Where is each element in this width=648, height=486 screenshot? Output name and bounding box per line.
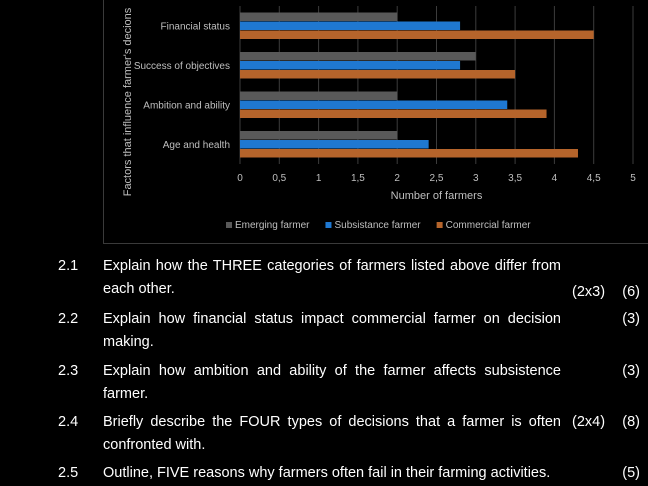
- x-tick-label: 2,5: [430, 173, 444, 184]
- legend-swatch: [436, 222, 443, 228]
- question-text: Outline, FIVE reasons why farmers often …: [103, 465, 551, 481]
- bar: [240, 21, 461, 30]
- question-text: Explain how financial status impact comm…: [103, 311, 561, 350]
- question-total-marks: (3): [622, 311, 640, 327]
- y-category-label: Age and health: [163, 140, 230, 151]
- question-number: 2.2: [58, 311, 79, 327]
- question-text: Explain how ambition and ability of the …: [103, 363, 561, 402]
- x-tick-label: 0,5: [272, 173, 286, 184]
- bar: [240, 131, 398, 140]
- y-category-label: Success of objectives: [134, 61, 230, 72]
- x-tick-label: 3,5: [508, 173, 522, 184]
- legend-label: Subsistance farmer: [334, 220, 421, 231]
- bar: [240, 91, 398, 100]
- bar: [240, 100, 508, 109]
- legend-label: Emerging farmer: [235, 220, 310, 231]
- y-category-label: Financial status: [161, 21, 230, 32]
- question-total-marks: (8): [622, 414, 640, 430]
- bar: [240, 70, 516, 79]
- x-tick-label: 3: [473, 173, 479, 184]
- y-axis-title: Factors that influence farmer's decions: [122, 7, 134, 196]
- x-tick-label: 1,5: [351, 173, 365, 184]
- bar: [240, 149, 578, 158]
- legend-swatch: [325, 222, 332, 228]
- question-text: Explain how the THREE categories of farm…: [103, 258, 561, 297]
- bar-chart: 0 0,5 1 1,5 2 2,5 3 3,5 4 4,5 5 Financial status Suc…: [122, 6, 636, 231]
- x-tick-label: 2: [394, 173, 400, 184]
- x-tick-label: 1: [316, 173, 322, 184]
- question-text: Briefly describe the FOUR types of decis…: [103, 414, 561, 453]
- bar: [240, 61, 461, 70]
- x-tick-label: 4: [552, 173, 558, 184]
- y-category-label: Ambition and ability: [143, 100, 230, 111]
- x-tick-label: 5: [630, 173, 636, 184]
- x-tick-label: 4,5: [587, 173, 601, 184]
- bar: [240, 12, 398, 21]
- question-total-marks: (3): [622, 363, 640, 379]
- chart-area: 0 0,5 1 1,5 2 2,5 3 3,5 4 4,5 5 Financial status Suc…: [103, 0, 648, 244]
- question-number: 2.1: [58, 258, 79, 274]
- legend-swatch: [226, 222, 232, 228]
- bar: [240, 52, 476, 61]
- x-axis-title: Number of farmers: [391, 190, 483, 202]
- legend-label: Commercial farmer: [446, 220, 532, 231]
- x-tick-label: 0: [237, 173, 243, 184]
- question-total-marks: (6): [622, 284, 640, 300]
- question-number: 2.3: [58, 363, 79, 379]
- bar: [240, 109, 547, 118]
- question-number: 2.4: [58, 414, 79, 430]
- bar: [240, 30, 594, 39]
- question-marks-breakdown: (2x3): [572, 284, 606, 300]
- question-marks-breakdown: (2x4): [572, 414, 606, 430]
- question-total-marks: (5): [622, 465, 640, 481]
- question-number: 2.5: [58, 465, 79, 481]
- bar: [240, 140, 429, 149]
